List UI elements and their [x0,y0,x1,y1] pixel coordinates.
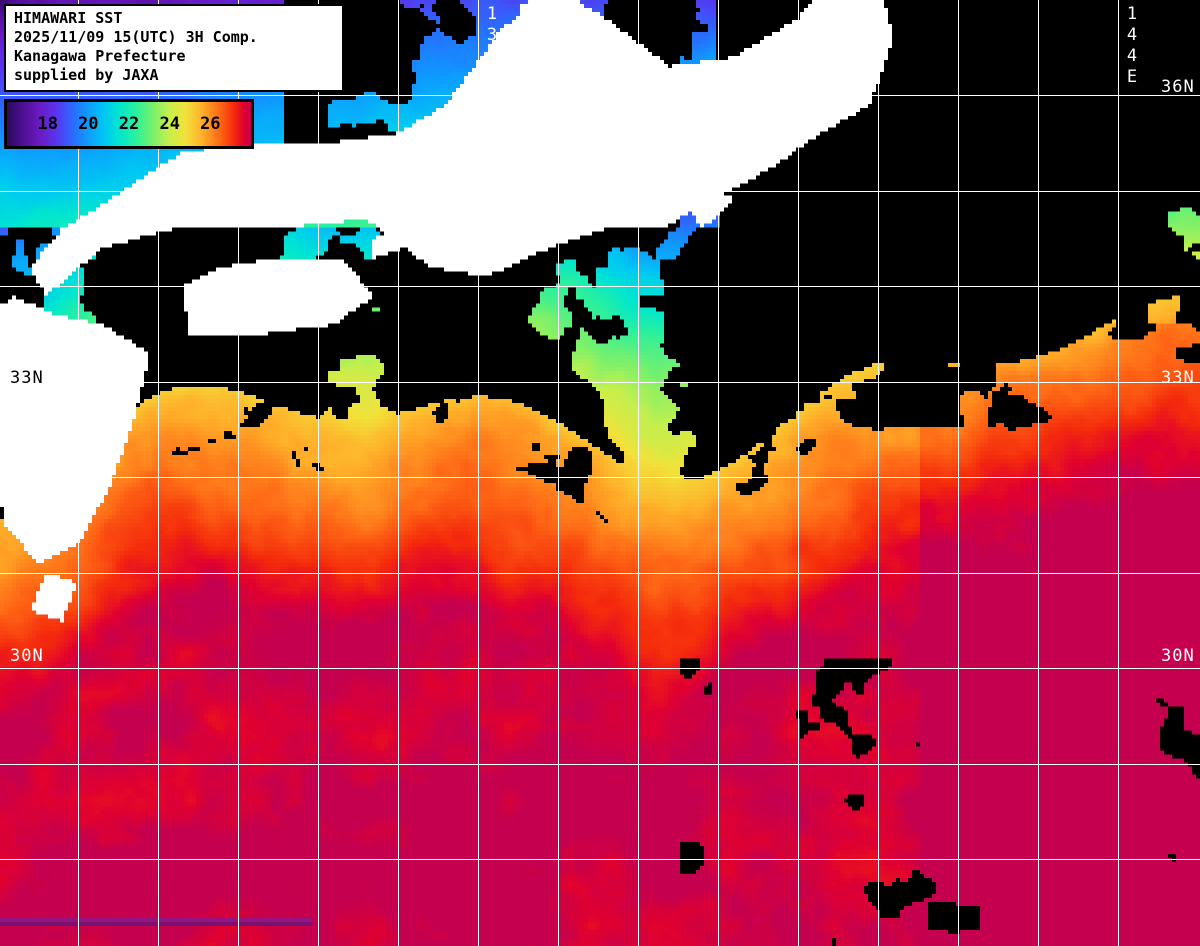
colorbar-tick-20: 20 [78,114,99,134]
temperature-colorbar: 18 20 22 24 26 [4,99,254,149]
title-line-datetime: 2025/11/09 15(UTC) 3H Comp. [14,28,258,46]
colorbar-tick-26: 26 [200,114,221,134]
colorbar-tick-22: 22 [118,114,140,134]
colorbar-tick-labels: 18 20 22 24 26 [7,102,251,146]
title-info-box: HIMAWARI SST 2025/11/09 15(UTC) 3H Comp.… [4,4,344,92]
title-line-supplier: supplied by JAXA [14,66,159,84]
title-line-product: HIMAWARI SST [14,9,123,27]
colorbar-tick-18: 18 [37,114,58,134]
colorbar-tick-24: 24 [159,114,180,134]
title-line-region: Kanagawa Prefecture [14,47,186,65]
colorbar-gradient [7,102,251,146]
